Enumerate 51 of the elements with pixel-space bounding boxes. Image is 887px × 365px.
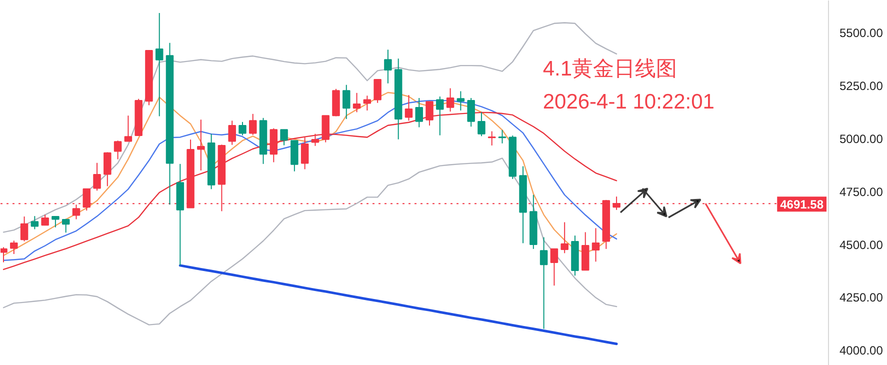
candlestick	[20, 216, 28, 242]
candlestick	[155, 12, 164, 117]
candlestick	[124, 115, 132, 142]
candlestick	[540, 236, 548, 330]
candlestick	[560, 222, 568, 254]
y-tick-label: 4000.00	[840, 344, 884, 358]
candlestick	[415, 98, 423, 128]
candlestick	[10, 240, 18, 255]
candlestick	[197, 119, 205, 171]
candlestick	[238, 121, 246, 136]
candlestick	[280, 129, 288, 146]
text: 2026-4-1 10:22:01	[542, 90, 714, 114]
candlestick	[446, 88, 454, 112]
candlestick	[550, 248, 558, 286]
candlestick	[104, 152, 112, 187]
candlestick	[322, 115, 330, 143]
ref-line-label: 4691.58	[780, 198, 824, 212]
candlestick	[72, 204, 80, 220]
candlestick	[592, 228, 600, 262]
candlestick	[0, 246, 8, 263]
candlestick	[342, 84, 350, 120]
candlestick	[456, 90, 465, 112]
candlestick	[114, 140, 122, 160]
candlestick	[290, 140, 298, 172]
candlestick	[384, 49, 392, 84]
candlestick	[52, 216, 60, 228]
candlestick	[374, 79, 382, 104]
y-tick-label: 5000.00	[840, 132, 884, 146]
candlestick	[300, 136, 309, 170]
candlestick	[436, 96, 444, 136]
candlestick	[249, 113, 257, 136]
candlestick	[93, 162, 101, 192]
candlestick	[488, 130, 496, 146]
line-series	[178, 264, 618, 346]
candlestick	[498, 130, 506, 144]
candlestick	[478, 112, 486, 137]
candlestick	[228, 120, 236, 146]
line-series	[2, 158, 618, 326]
candlestick	[467, 98, 475, 128]
y-tick-label: 5500.00	[840, 26, 884, 40]
candlestick	[311, 133, 320, 146]
y-tick-label: 4500.00	[840, 238, 884, 252]
candlestick	[41, 214, 49, 226]
y-tick-label: 4250.00	[840, 290, 884, 305]
y-tick-label: 4750.00	[840, 184, 884, 199]
y-tick-label: 5250.00	[840, 78, 884, 93]
candlestick	[352, 92, 361, 113]
text: 4.1黄金日线图	[542, 58, 678, 80]
candlestick	[62, 218, 70, 234]
candlestick	[30, 216, 39, 230]
candlestick	[363, 95, 372, 112]
